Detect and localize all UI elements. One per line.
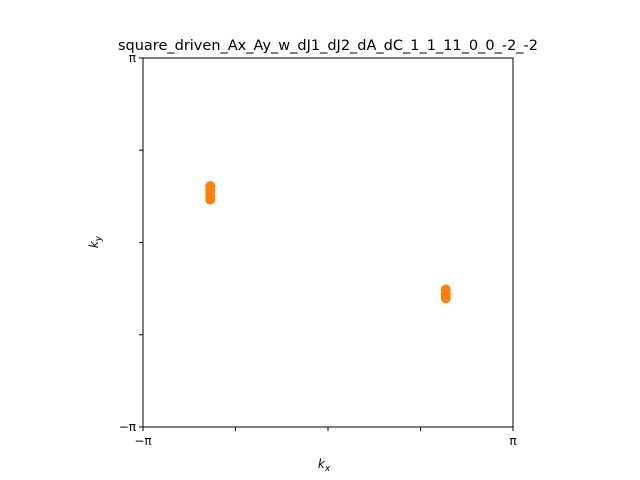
x-axis-label: kx <box>318 457 331 474</box>
x-tick-label: −π <box>134 434 151 448</box>
y-tick-label: −π <box>119 420 136 434</box>
x-axis-label-subscript: x <box>324 464 331 474</box>
x-tick-label: π <box>509 434 516 448</box>
y-axis-label: ky <box>87 235 104 248</box>
scatter-points <box>205 181 451 304</box>
data-point <box>440 293 451 304</box>
y-axis-ticks: −π π <box>119 51 143 434</box>
plot-frame <box>142 57 514 428</box>
x-axis-ticks: −π π <box>134 427 517 448</box>
data-point <box>205 194 216 205</box>
y-tick-label: π <box>129 51 136 65</box>
y-axis-label-subscript: y <box>94 235 104 242</box>
chart-title: square_driven_Ax_Ay_w_dJ1_dJ2_dA_dC_1_1_… <box>118 38 538 54</box>
